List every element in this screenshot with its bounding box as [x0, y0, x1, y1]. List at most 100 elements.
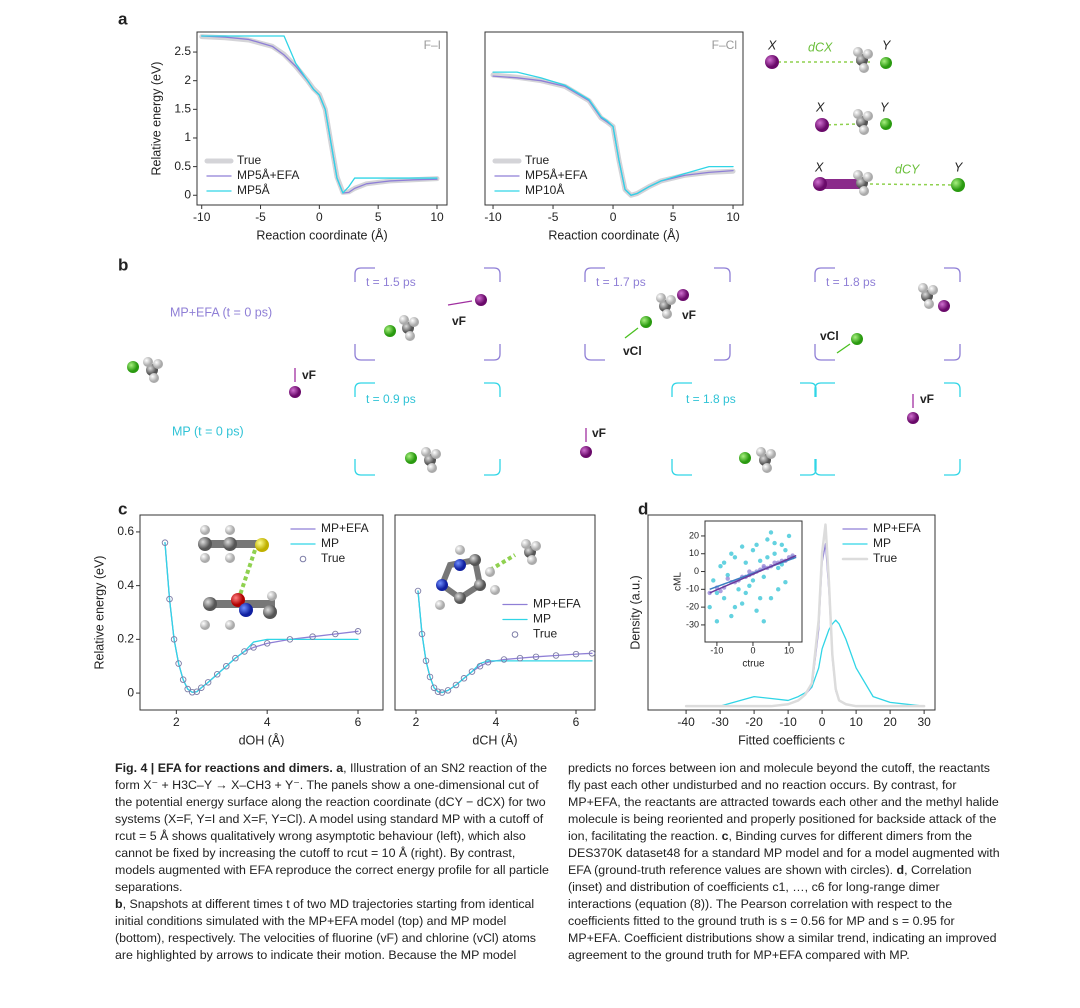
velocity-label: vCl [820, 329, 839, 343]
legend-label: True [237, 153, 262, 167]
series-line [684, 523, 926, 708]
scatter-point [786, 533, 792, 539]
data-point [198, 684, 205, 691]
caption-text: c [721, 829, 729, 843]
legend-label: MP+EFA [321, 521, 369, 535]
scatter-point [750, 547, 756, 553]
x-tick-label: 4 [493, 715, 500, 729]
y-tick-label: 0.4 [117, 578, 134, 592]
x-tick-label: 2 [173, 715, 180, 729]
y-tick-label: 0.2 [117, 632, 134, 646]
x-tick-label: 10 [726, 210, 740, 224]
data-point [286, 636, 294, 643]
y-axis-label: Relative energy (eV) [149, 62, 163, 176]
x-tick-label: -10 [484, 210, 502, 224]
row-label: MP+EFA (t = 0 ps) [170, 305, 272, 319]
legend-label: MP5Å+EFA [237, 167, 299, 182]
scatter-point [718, 563, 723, 569]
scatter-point [707, 604, 712, 610]
scatter-point [761, 563, 766, 569]
data-point [484, 658, 492, 666]
scatter-point [711, 578, 716, 583]
data-point [460, 675, 468, 682]
data-point [532, 653, 540, 661]
data-point [213, 671, 221, 678]
y-tick-label: 2 [184, 73, 191, 87]
data-point [175, 660, 182, 667]
data-point [179, 676, 187, 683]
scatter-point [761, 574, 766, 580]
series-line [417, 590, 593, 694]
legend-label: MP10Å [525, 182, 564, 197]
data-point [232, 654, 239, 662]
caption-text: , Correlation (inset) and distribution o… [568, 863, 997, 962]
legend-label: MP+EFA [533, 597, 581, 611]
x-tick-label: -10 [710, 645, 723, 655]
legend-marker [511, 631, 519, 638]
y-axis-label: cML [673, 572, 684, 591]
velocity-label: vF [920, 392, 934, 406]
data-point [414, 587, 422, 595]
x-axis-label: Reaction coordinate (Å) [548, 227, 679, 242]
atom-label: X [814, 160, 824, 174]
scatter-point [754, 608, 759, 613]
series-line [492, 71, 734, 196]
legend-label: True [525, 153, 550, 167]
atom-label: Y [882, 38, 892, 52]
x-tick-label: 10 [784, 645, 794, 655]
x-tick-label: 0 [610, 210, 617, 224]
x-tick-label: -30 [711, 715, 729, 729]
x-axis-label: dCH (Å) [472, 732, 517, 747]
scatter-point [739, 544, 745, 549]
y-tick-label: 0 [127, 685, 134, 699]
panel-letter: a [118, 9, 128, 28]
data-point [418, 630, 426, 638]
panel-letter: b [118, 255, 128, 274]
time-label: t = 1.8 ps [686, 392, 736, 406]
data-point [188, 689, 196, 696]
caption-paragraph: b, Snapshots at different times t of two… [115, 760, 1003, 964]
scatter-point [768, 596, 774, 601]
x-tick-label: -40 [677, 715, 695, 729]
data-point [204, 679, 212, 686]
series-line [685, 619, 925, 707]
scatter-point [739, 601, 745, 606]
y-tick-label: 0.6 [117, 524, 134, 538]
y-tick-label: 0 [694, 566, 699, 576]
plot-frame [484, 31, 744, 206]
scatter-point [718, 588, 723, 594]
x-tick-label: 10 [430, 210, 444, 224]
data-point [552, 652, 560, 659]
fit-line [709, 556, 797, 591]
y-tick-label: 20 [689, 530, 699, 540]
time-label: t = 1.5 ps [366, 275, 416, 289]
x-tick-label: 10 [849, 715, 863, 729]
y-axis-label: Density (a.u.) [628, 575, 642, 649]
data-point [426, 673, 434, 681]
series-line [201, 35, 438, 194]
scatter-point [757, 558, 763, 564]
scatter-point [725, 576, 730, 581]
time-label: t = 0.9 ps [366, 392, 416, 406]
x-tick-label: 0 [750, 645, 755, 655]
data-point [241, 648, 248, 655]
panel-letter: d [638, 499, 648, 518]
data-point [166, 595, 173, 603]
scatter-point [714, 590, 720, 596]
plot-frame [647, 514, 936, 711]
panel-annotation: F–I [424, 38, 441, 52]
y-tick-label: -30 [686, 619, 699, 629]
y-tick-label: -10 [686, 584, 699, 594]
scatter-point [765, 555, 770, 560]
data-point [500, 656, 508, 663]
data-point [422, 657, 430, 665]
scatter-point [772, 551, 777, 556]
velocity-label: vF [592, 426, 606, 440]
legend-label: MP+EFA [873, 521, 921, 535]
y-tick-label: 0 [184, 187, 191, 201]
scatter-point [761, 619, 766, 624]
legend-label: MP5Å+EFA [525, 167, 587, 182]
caption-text: , Snapshots at different times t of two … [115, 761, 999, 962]
legend-label: MP [321, 536, 339, 550]
row-label: MP (t = 0 ps) [172, 424, 244, 438]
